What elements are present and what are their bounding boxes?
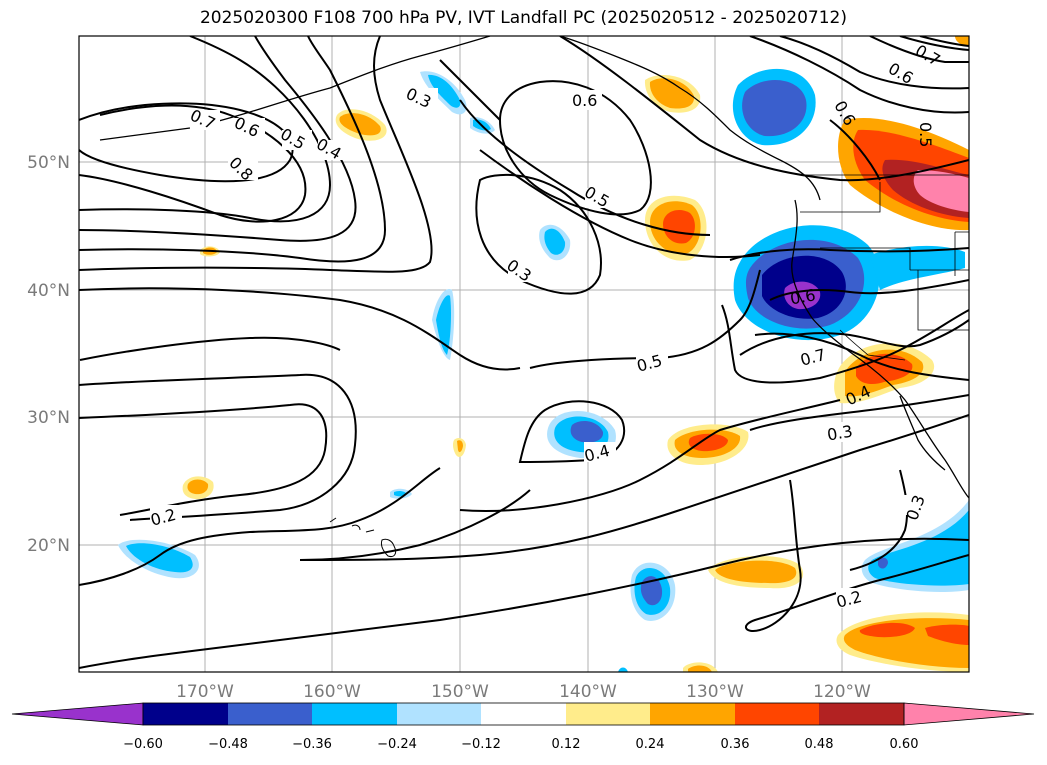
colorbar-segment xyxy=(143,703,228,725)
colorbar-segment xyxy=(481,703,566,725)
colorbar-tick-label: −0.48 xyxy=(208,737,248,752)
colorbar-tick-label: 0.12 xyxy=(552,737,581,752)
lon-tick-label: 150°W xyxy=(431,682,489,702)
colorbar-tick-label: −0.60 xyxy=(123,737,163,752)
map-title: 2025020300 F108 700 hPa PV, IVT Landfall… xyxy=(199,8,847,28)
pv-contours xyxy=(79,36,969,669)
hawaiian-islands xyxy=(329,517,397,557)
colorbar-tick-label: 0.36 xyxy=(721,737,750,752)
pv-shading xyxy=(118,36,969,672)
colorbar-tick-label: 0.24 xyxy=(636,737,665,752)
lat-tick-label: 20°N xyxy=(27,536,70,556)
latitude-labels: 50°N 40°N 30°N 20°N xyxy=(27,153,70,556)
contour-label: 0.6 xyxy=(572,91,597,110)
lat-tick-label: 40°N xyxy=(27,281,70,301)
colorbar-tick-label: −0.36 xyxy=(292,737,332,752)
colorbar-segment xyxy=(735,703,819,725)
plot-frame xyxy=(78,35,970,673)
colorbar-tick-label: −0.24 xyxy=(377,737,417,752)
plot-area: 0.3 0.6 0.7 0.6 0.5 0.4 0.8 0.5 0.3 0.5 … xyxy=(79,36,969,672)
colorbar-segment xyxy=(650,703,735,725)
lon-tick-label: 120°W xyxy=(813,682,871,702)
colorbar-tick-label: −0.12 xyxy=(461,737,501,752)
contour-label: 0.5 xyxy=(916,122,935,147)
lon-tick-label: 160°W xyxy=(303,682,361,702)
coastlines xyxy=(99,36,969,499)
colorbar-segment xyxy=(312,703,397,725)
colorbar-segment xyxy=(819,703,904,725)
colorbar-segment-extend-low xyxy=(11,702,144,726)
colorbar-segment xyxy=(228,703,312,725)
colorbar-segment xyxy=(397,703,481,725)
lat-tick-label: 50°N xyxy=(27,153,70,173)
lon-tick-label: 140°W xyxy=(559,682,617,702)
lon-tick-label: 170°W xyxy=(176,682,234,702)
longitude-labels: 170°W 160°W 150°W 140°W 130°W 120°W xyxy=(176,682,871,702)
contour-label: 0.3 xyxy=(826,421,854,444)
colorbar-segment-extend-high xyxy=(903,702,1035,726)
colorbar: −0.60 −0.48 −0.36 −0.24 −0.12 0.12 0.24 … xyxy=(11,702,1035,752)
lat-tick-label: 30°N xyxy=(27,408,70,428)
contour-label: 0.6 xyxy=(789,285,817,308)
colorbar-segment xyxy=(566,703,650,725)
lon-tick-label: 130°W xyxy=(686,682,744,702)
gridlines xyxy=(79,36,969,672)
colorbar-tick-label: 0.48 xyxy=(805,737,834,752)
colorbar-tick-labels: −0.60 −0.48 −0.36 −0.24 −0.12 0.12 0.24 … xyxy=(123,737,918,752)
colorbar-tick-label: 0.60 xyxy=(890,737,919,752)
contour-label: 0.6 xyxy=(885,59,917,88)
